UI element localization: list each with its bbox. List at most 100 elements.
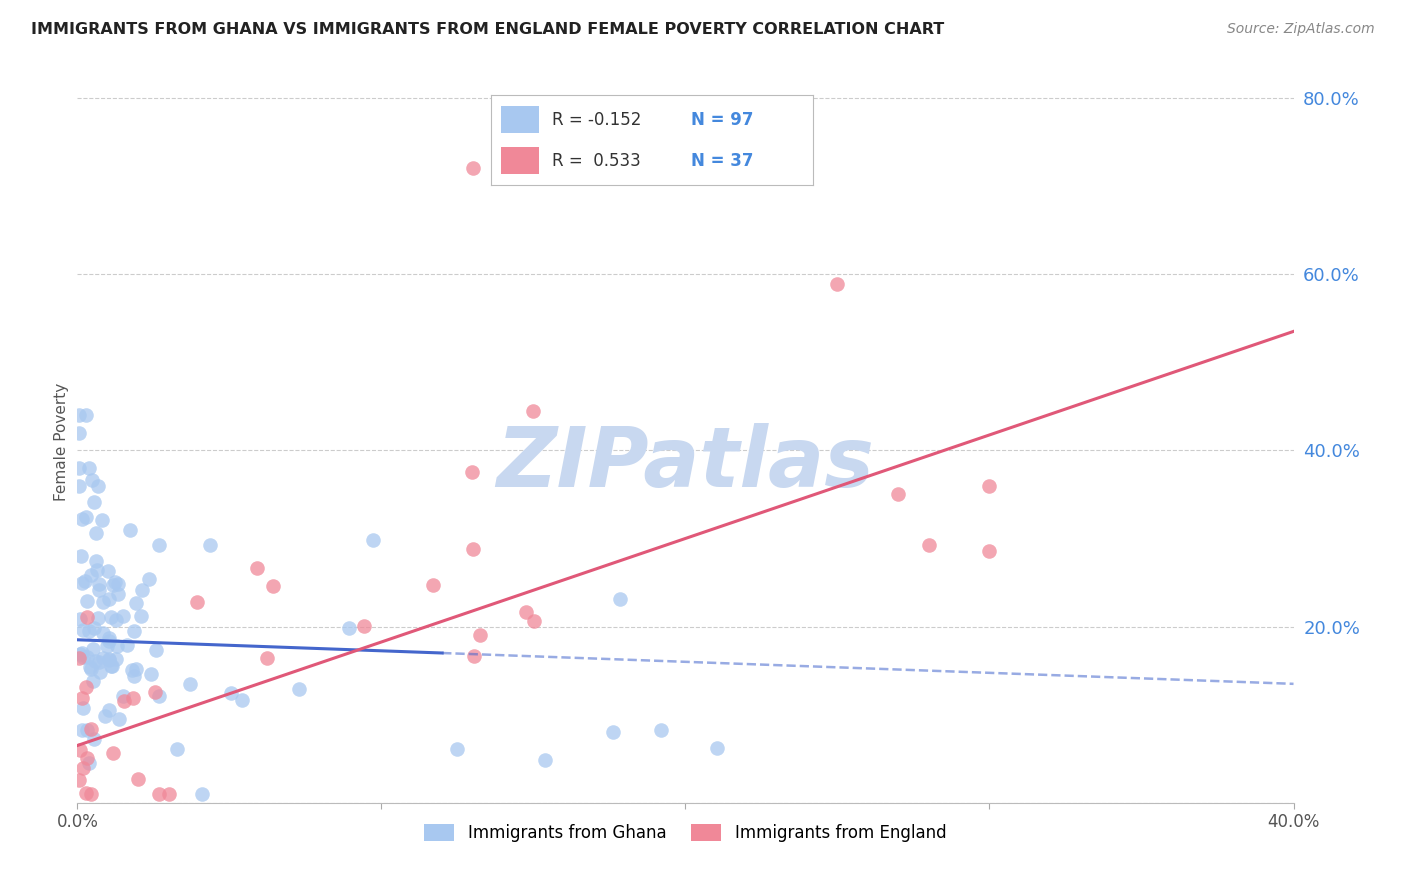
Text: IMMIGRANTS FROM GHANA VS IMMIGRANTS FROM ENGLAND FEMALE POVERTY CORRELATION CHAR: IMMIGRANTS FROM GHANA VS IMMIGRANTS FROM… bbox=[31, 22, 945, 37]
Point bbox=[96, 639, 118, 653]
Point bbox=[143, 684, 166, 698]
Point bbox=[157, 787, 180, 801]
Point bbox=[124, 624, 146, 638]
Point bbox=[87, 479, 110, 493]
Point bbox=[108, 712, 131, 726]
Point bbox=[82, 641, 104, 656]
Point bbox=[70, 549, 93, 563]
Point bbox=[72, 623, 94, 637]
Point bbox=[461, 465, 484, 479]
Point bbox=[67, 772, 90, 787]
Point bbox=[67, 478, 90, 492]
Point bbox=[77, 624, 100, 638]
Point bbox=[77, 756, 100, 770]
Point bbox=[166, 741, 188, 756]
Point bbox=[97, 632, 120, 646]
Point bbox=[706, 740, 728, 755]
Point bbox=[256, 651, 278, 665]
Point bbox=[105, 613, 128, 627]
Point bbox=[121, 663, 143, 677]
Point bbox=[522, 403, 544, 417]
Point bbox=[98, 591, 121, 606]
Point bbox=[104, 651, 127, 665]
Point bbox=[446, 742, 468, 756]
Point bbox=[76, 649, 98, 664]
Point bbox=[89, 655, 111, 669]
Point bbox=[887, 487, 910, 501]
Point bbox=[75, 408, 97, 422]
Point bbox=[827, 277, 849, 292]
Point bbox=[219, 685, 242, 699]
Point bbox=[515, 605, 537, 619]
Point bbox=[80, 662, 103, 676]
Point bbox=[91, 651, 114, 665]
Point bbox=[288, 681, 311, 696]
Point bbox=[139, 667, 162, 681]
Point bbox=[463, 649, 485, 664]
Point bbox=[148, 787, 170, 801]
Point bbox=[69, 647, 91, 661]
Point bbox=[76, 751, 98, 765]
Point bbox=[97, 633, 120, 648]
Point bbox=[353, 619, 375, 633]
Point bbox=[422, 578, 444, 592]
Point bbox=[86, 563, 108, 577]
Point bbox=[83, 654, 105, 668]
Point bbox=[198, 538, 221, 552]
Point bbox=[523, 614, 546, 628]
Point bbox=[83, 495, 105, 509]
Point bbox=[262, 579, 284, 593]
Point bbox=[602, 725, 624, 739]
Point bbox=[79, 567, 101, 582]
Point bbox=[979, 478, 1001, 492]
Point bbox=[89, 576, 111, 591]
Point bbox=[76, 681, 98, 695]
Point bbox=[94, 708, 117, 723]
Point bbox=[72, 512, 94, 526]
Point bbox=[104, 575, 127, 590]
Point bbox=[120, 523, 142, 537]
Point bbox=[461, 541, 484, 556]
Point bbox=[84, 554, 107, 568]
Point bbox=[89, 583, 111, 598]
Point bbox=[91, 626, 114, 640]
Point bbox=[82, 473, 104, 487]
Point bbox=[70, 646, 93, 660]
Point bbox=[89, 665, 111, 679]
Point bbox=[98, 703, 121, 717]
Point bbox=[97, 564, 120, 578]
Point bbox=[91, 595, 114, 609]
Point bbox=[231, 692, 253, 706]
Point bbox=[131, 609, 153, 624]
Point bbox=[75, 786, 97, 800]
Point bbox=[101, 746, 124, 760]
Point bbox=[76, 594, 98, 608]
Point bbox=[82, 673, 104, 688]
Point bbox=[91, 513, 114, 527]
Point bbox=[69, 612, 91, 626]
Point bbox=[125, 596, 148, 610]
Point bbox=[100, 658, 122, 673]
Point bbox=[533, 753, 555, 767]
Point bbox=[97, 653, 120, 667]
Point bbox=[246, 560, 269, 574]
Point bbox=[73, 574, 96, 588]
Point bbox=[101, 658, 124, 673]
Point bbox=[122, 669, 145, 683]
Point bbox=[67, 461, 90, 475]
Point bbox=[117, 639, 139, 653]
Point bbox=[70, 575, 93, 590]
Point bbox=[72, 760, 94, 774]
Point bbox=[361, 533, 384, 547]
Point bbox=[69, 743, 91, 757]
Point bbox=[650, 723, 672, 737]
Point bbox=[80, 787, 103, 801]
Point bbox=[84, 525, 107, 540]
Legend: Immigrants from Ghana, Immigrants from England: Immigrants from Ghana, Immigrants from E… bbox=[418, 817, 953, 848]
Point bbox=[127, 772, 149, 787]
Point bbox=[112, 694, 135, 708]
Point bbox=[79, 722, 101, 736]
Point bbox=[112, 690, 135, 704]
Point bbox=[107, 577, 129, 591]
Text: ZIPatlas: ZIPatlas bbox=[496, 423, 875, 504]
